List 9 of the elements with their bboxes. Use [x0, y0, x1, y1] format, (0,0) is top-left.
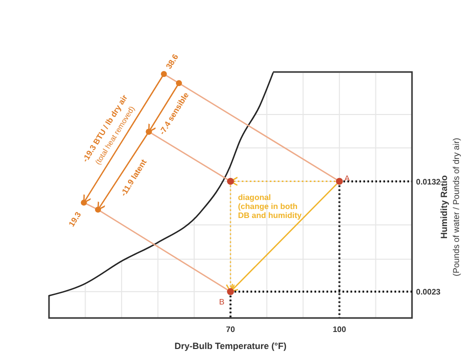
- y-tick-label: 0.0132: [416, 177, 442, 186]
- x-tick-label: 100: [332, 325, 347, 334]
- x-axis-title: Dry-Bulb Temperature (°F): [174, 341, 286, 351]
- y-tick-label: 0.0023: [416, 288, 442, 297]
- annotation: A: [344, 174, 350, 184]
- annotation: diagonal (change in both DB and humidity: [238, 192, 302, 220]
- y-axis-title: Humidity Ratio (Pounds of water / Pounds of dry air): [439, 138, 461, 276]
- annotation: B: [219, 297, 224, 306]
- x-tick-label: 70: [226, 325, 236, 334]
